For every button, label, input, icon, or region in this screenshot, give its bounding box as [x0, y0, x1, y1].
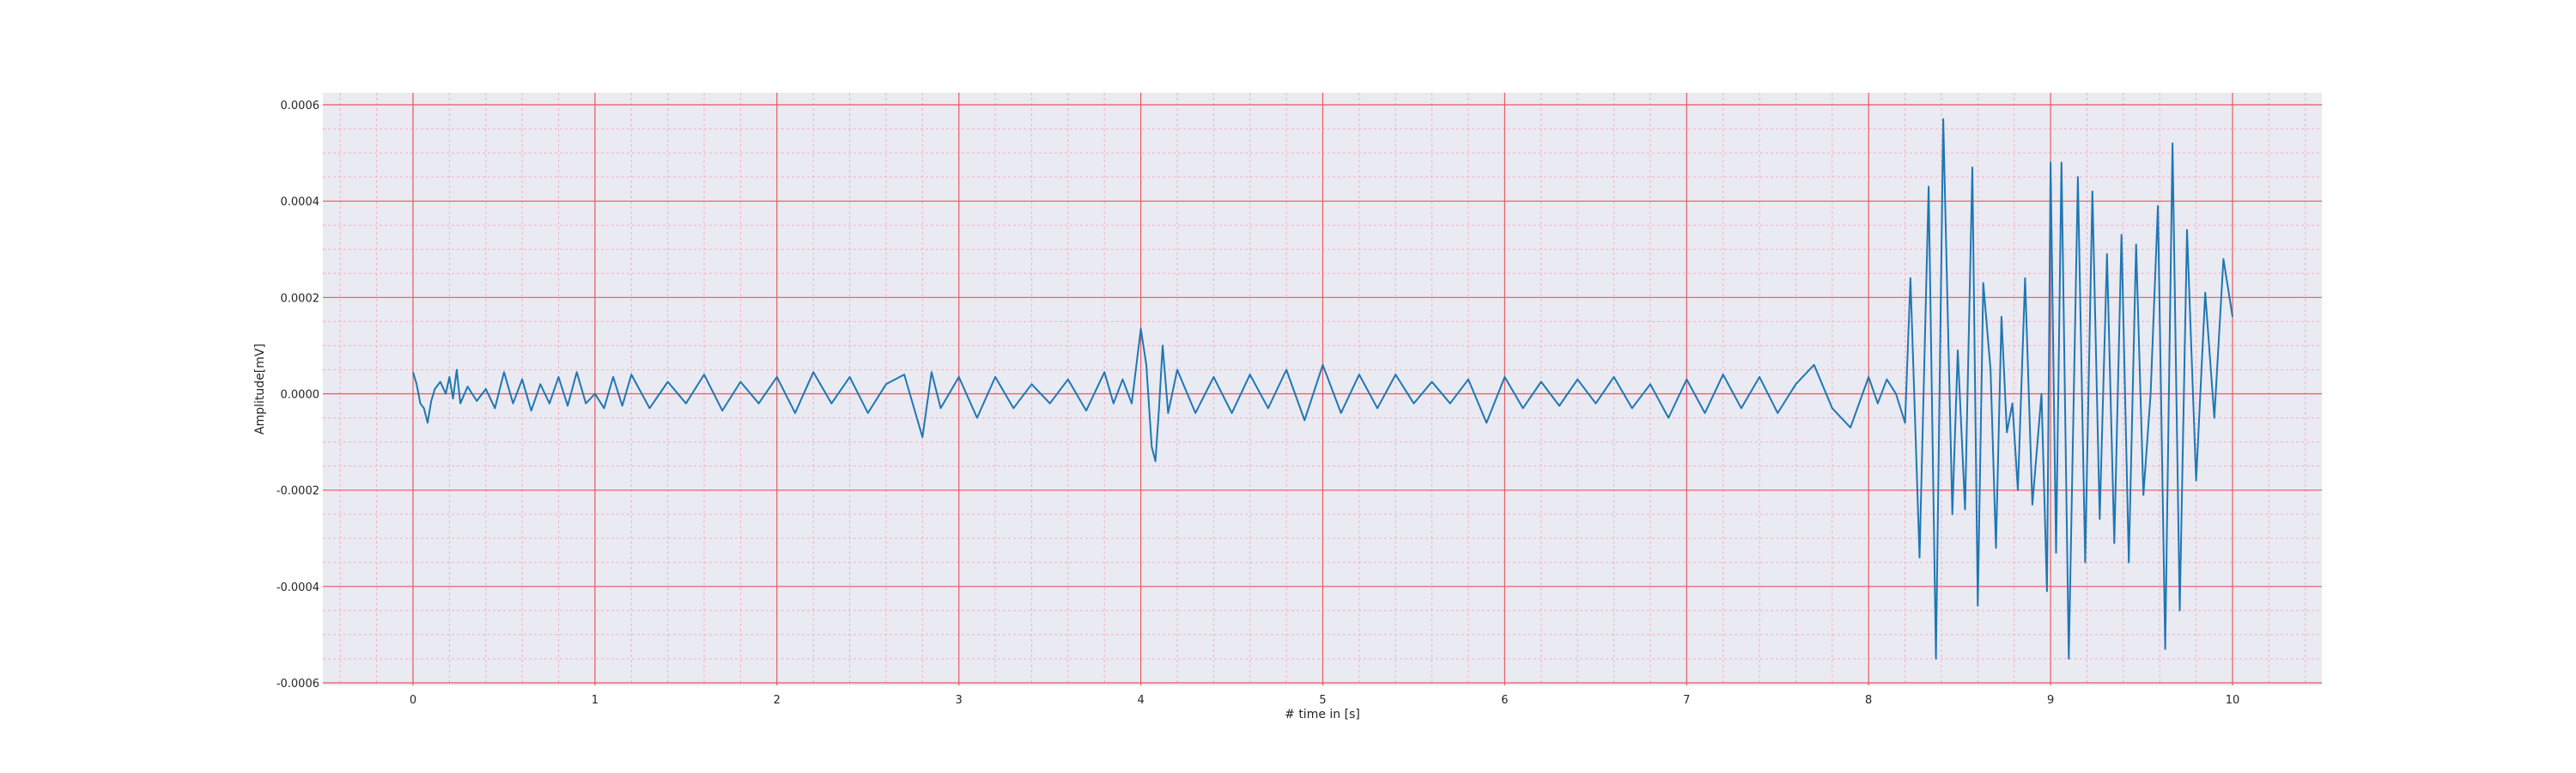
x-axis-label: # time in [s] [1285, 708, 1360, 721]
y-axis-label: Amplitude[mV] [253, 344, 267, 435]
y-tick-label: 0.0000 [281, 389, 320, 402]
y-tick-label: 0.0002 [281, 292, 320, 305]
x-tick-label: 7 [1683, 694, 1690, 707]
x-tick-labels: 0 1 2 3 4 5 6 7 8 9 10 [410, 694, 2239, 707]
y-tick-label: 0.0004 [281, 196, 320, 209]
y-tick-labels: -0.0006 -0.0004 -0.0002 0.0000 0.0002 0.0004 0… [276, 100, 319, 691]
series-layer [412, 118, 2233, 660]
x-tick-label: 8 [1865, 694, 1872, 707]
y-tick-label: -0.0002 [276, 485, 319, 498]
x-tick-label: 10 [2226, 694, 2240, 707]
x-tick-label: 9 [2047, 694, 2054, 707]
x-tick-label: 5 [1319, 694, 1326, 707]
x-tick-label: 4 [1137, 694, 1144, 707]
x-tick-label: 3 [956, 694, 963, 707]
x-tick-label: 1 [592, 694, 598, 707]
y-tick-label: 0.0006 [281, 100, 320, 113]
x-tick-label: 6 [1501, 694, 1508, 707]
y-tick-label: -0.0006 [276, 678, 319, 691]
x-tick-label: 0 [410, 694, 416, 707]
series-line [412, 118, 2233, 660]
y-tick-label: -0.0004 [276, 581, 319, 594]
x-tick-label: 2 [774, 694, 781, 707]
major-grid [323, 93, 2322, 685]
